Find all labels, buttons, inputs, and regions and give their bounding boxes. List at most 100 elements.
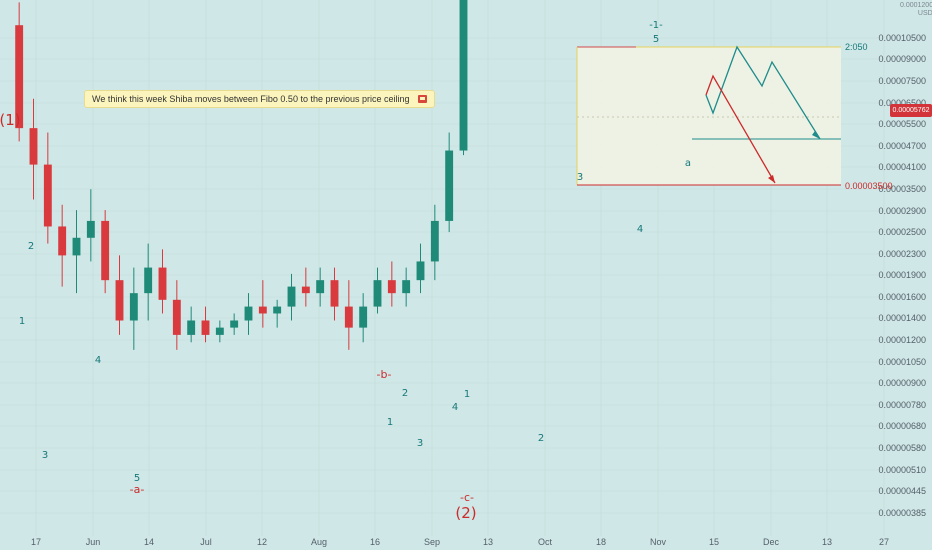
x-tick-label: 13 [483,537,493,547]
y-tick-label: 0.00007500 [878,76,926,86]
y-tick-label: 0.00001600 [878,292,926,302]
y-tick-label: 0.00001400 [878,313,926,323]
fib-top-label: 2:050 [845,42,868,52]
x-tick-label: 14 [144,537,154,547]
x-tick-label: Nov [650,537,667,547]
candle-body[interactable] [430,220,439,262]
x-tick-label: 18 [596,537,606,547]
wave-label-red: -a- [130,483,145,496]
note-chart-icon[interactable] [417,95,427,103]
candle-body[interactable] [187,320,196,335]
y-tick-label: 0.00000580 [878,443,926,453]
x-tick-label: 13 [822,537,832,547]
wave-label-teal: -1- [649,20,663,31]
candle-body[interactable] [43,164,52,227]
projection-teal-arrowhead [812,131,820,139]
candle-body[interactable] [387,280,396,294]
candle-body[interactable] [29,128,38,165]
wave-label-teal: 3 [577,172,583,183]
x-tick-label: 16 [370,537,380,547]
candle-body[interactable] [359,306,368,328]
candle-body[interactable] [72,237,81,256]
y-tick-label: 0.00000445 [878,486,926,496]
candle-body[interactable] [416,261,425,281]
projection-red-arrowhead [768,175,775,183]
candle-body[interactable] [459,0,468,151]
candle-body[interactable] [402,280,411,294]
candle-body[interactable] [244,306,253,321]
x-tick-label: Sep [424,537,440,547]
wave-label-teal: 3 [417,438,423,449]
y-tick-label: 0.00003500 [878,184,926,194]
wave-label-teal: 3 [42,450,48,461]
candle-body[interactable] [316,280,325,294]
projection-teal-path [705,45,821,140]
y-tick-label: 0.00000680 [878,421,926,431]
candle-body[interactable] [129,293,138,321]
candle-body[interactable] [344,306,353,328]
candle-body[interactable] [215,327,224,335]
x-tick-label: Jul [200,537,212,547]
wave-label-teal: 2 [402,388,408,399]
x-tick-label: Jun [86,537,101,547]
candle-body[interactable] [373,280,382,307]
candle-body[interactable] [172,299,181,335]
candle-body[interactable] [115,280,124,321]
candle-body[interactable] [330,280,339,307]
candle-body[interactable] [86,220,95,238]
wave-label-teal: 1 [464,389,470,400]
candles-group [15,0,468,350]
projection-paths [577,45,841,186]
x-tick-label: Dec [763,537,780,547]
price-axis-unit: USDT [917,10,932,17]
y-tick-label: 0.00002500 [878,227,926,237]
wave-label-teal: 1 [387,417,393,428]
x-tick-label: Aug [311,537,327,547]
wave-label-teal: 4 [95,355,101,366]
x-tick-label: 15 [709,537,719,547]
candle-body[interactable] [58,226,67,256]
candle-body[interactable] [101,220,110,281]
y-tick-label: 0.00001900 [878,270,926,280]
wave-label-major: (2) [455,504,476,522]
fibonacci-zone[interactable] [576,46,841,186]
current-price-badge: 0.00005762 [890,104,932,117]
wave-label-teal: 4 [452,402,458,413]
wave-label-teal: 2 [28,241,34,252]
y-tick-label: 0.00004100 [878,162,926,172]
candle-body[interactable] [258,306,267,314]
y-tick-label: 0.00004700 [878,141,926,151]
y-tick-label: 0.00005500 [878,119,926,129]
candle-body[interactable] [15,25,24,129]
y-tick-label: 0.00009000 [878,54,926,64]
y-tick-label: 0.00010500 [878,33,926,43]
candle-body[interactable] [445,150,454,221]
x-tick-label: Oct [538,537,553,547]
candle-body[interactable] [158,267,167,300]
candle-body[interactable] [287,286,296,307]
x-tick-label: 17 [31,537,41,547]
note-annotation[interactable]: We think this week Shiba moves between F… [84,90,435,108]
time-axis: 17 Jun 14 Jul 12 Aug 16 Sep 13 Oct 18 Nov 15 Dec 13 27 [31,537,889,547]
y-tick-label: 0.00001050 [878,357,926,367]
candle-body[interactable] [301,286,310,294]
candle-body[interactable] [273,306,282,314]
candle-body[interactable] [201,320,210,335]
price-axis: 0.00010500 0.00009000 0.00007500 0.00006500… [878,33,926,518]
y-tick-label: 0.00000385 [878,508,926,518]
fib-bottom-label: 0.00003500 [845,181,893,191]
fib-zone-fill [577,47,841,185]
wave-label-teal: 5 [653,34,659,45]
y-tick-label: 0.00006500 [878,98,926,108]
candle-body[interactable] [230,320,239,328]
wave-label-teal: a [685,158,691,169]
y-tick-label: 0.00001200 [878,335,926,345]
note-text: We think this week Shiba moves between F… [92,94,410,104]
x-tick-label: 27 [879,537,889,547]
candle-body[interactable] [144,267,153,294]
y-tick-label: 0.00000900 [878,378,926,388]
